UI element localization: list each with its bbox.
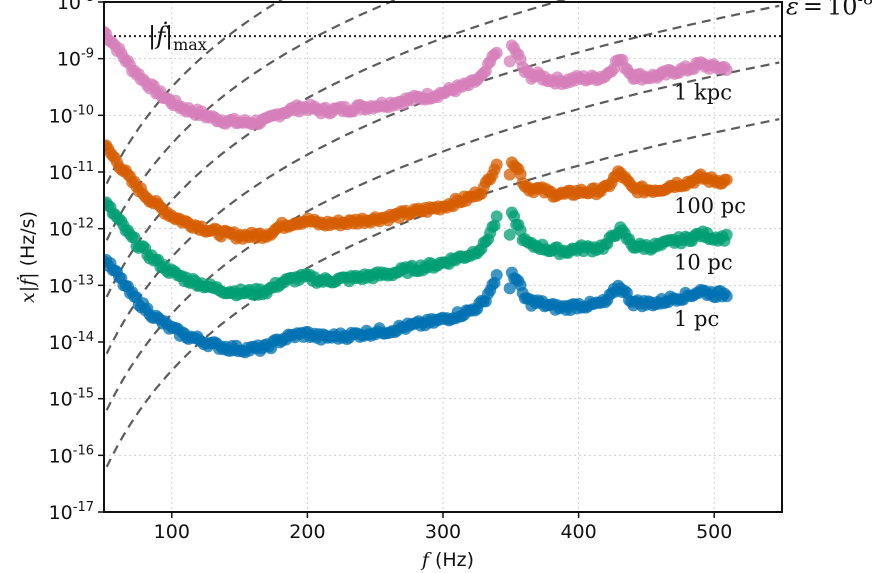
data-point xyxy=(488,219,501,232)
series-labels: 1 kpc 100 pc 10 pc 1 pc xyxy=(674,80,746,331)
fmax-label: |ḟ|max xyxy=(148,21,207,54)
data-point xyxy=(503,55,516,68)
data-point xyxy=(720,173,733,186)
x-tick-label: 300 xyxy=(425,521,461,543)
series-label: 100 pc xyxy=(674,194,746,218)
fmax-line: |ḟ|max xyxy=(104,21,782,54)
y-tick-label: 10-8 xyxy=(57,0,94,14)
data-point xyxy=(490,269,503,281)
x-tick-label: 100 xyxy=(154,521,190,543)
x-tick-label: 200 xyxy=(289,521,325,543)
y-tick-label: 10-9 xyxy=(57,47,94,71)
y-axis: 10-8 10-9 10-10 10-11 10-12 10-13 10-14 10-15 10… xyxy=(49,0,104,524)
series-label: 1 kpc xyxy=(674,80,732,104)
data-point xyxy=(720,64,733,76)
series-1-pc xyxy=(104,253,733,359)
y-tick-label: 10-14 xyxy=(49,330,94,354)
y-axis-label: x|ḟ|(Hz/s) xyxy=(16,211,39,303)
series-label: 10 pc xyxy=(674,250,733,274)
data-point xyxy=(503,228,516,241)
data-point xyxy=(720,228,733,241)
x-axis-label: f (Hz) xyxy=(420,549,474,571)
y-tick-label: 10-10 xyxy=(49,103,94,127)
epsilon-labels: ε=10-5ε=10-6ε=10-7ε=10-8 xyxy=(786,0,873,20)
epsilon-curve xyxy=(105,0,398,241)
epsilon-curve xyxy=(105,61,780,411)
epsilon-label: ε=10-8 xyxy=(786,0,873,20)
data-point xyxy=(503,282,516,295)
data-point xyxy=(720,290,733,303)
data-series xyxy=(104,25,733,359)
data-point xyxy=(490,210,503,223)
x-axis: 100 200 300 400 500 xyxy=(154,512,732,543)
y-tick-label: 10-13 xyxy=(49,273,94,297)
series-1-kpc xyxy=(104,25,733,131)
epsilon-curve xyxy=(105,0,283,185)
x-tick-label: 500 xyxy=(696,521,732,543)
y-tick-label: 10-12 xyxy=(49,217,94,241)
data-point xyxy=(490,46,503,59)
epsilon-curve xyxy=(105,0,567,298)
y-tick-label: 10-11 xyxy=(49,160,94,184)
series-100-pc xyxy=(104,139,733,245)
y-tick-label: 10-17 xyxy=(49,500,94,524)
y-tick-label: 10-15 xyxy=(49,387,94,411)
data-point xyxy=(490,158,503,171)
series-10-pc xyxy=(104,196,733,302)
x-tick-label: 400 xyxy=(560,521,596,543)
y-tick-label: 10-16 xyxy=(49,443,94,467)
series-label: 1 pc xyxy=(674,307,719,331)
